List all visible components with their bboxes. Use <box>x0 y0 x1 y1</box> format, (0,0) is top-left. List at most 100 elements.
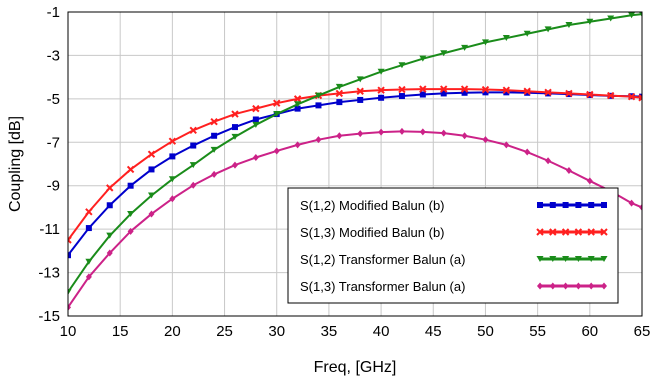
data-point <box>639 203 642 211</box>
data-point <box>106 202 113 209</box>
data-point <box>85 273 92 281</box>
data-point <box>252 121 260 128</box>
x-tick-label: 55 <box>529 323 546 340</box>
data-point <box>606 91 615 100</box>
data-point <box>231 133 239 140</box>
legend-marker <box>549 228 557 236</box>
data-point <box>85 208 93 216</box>
data-point <box>440 90 447 97</box>
legend-marker <box>537 202 543 208</box>
legend-label: S(1,2) Transformer Balun (a) <box>300 252 465 267</box>
data-point <box>524 148 531 156</box>
x-tick-label: 40 <box>373 323 390 340</box>
data-point <box>398 127 405 135</box>
series-layer <box>68 12 642 311</box>
data-point <box>398 62 406 69</box>
data-point <box>252 116 259 123</box>
legend-swatch <box>537 282 607 290</box>
legend-marker <box>587 228 595 236</box>
legend-marker <box>575 202 582 208</box>
data-point <box>210 146 218 153</box>
data-point <box>638 94 642 102</box>
legend-marker <box>587 256 595 262</box>
x-tick-label: 60 <box>581 323 598 340</box>
data-point <box>252 153 259 161</box>
data-point <box>503 141 510 149</box>
legend-marker <box>549 202 556 208</box>
legend-marker <box>562 282 569 290</box>
y-tick-label: -5 <box>47 91 60 108</box>
data-point <box>293 95 302 103</box>
data-point <box>586 90 594 99</box>
x-tick-label: 20 <box>164 323 181 340</box>
data-point <box>607 15 615 22</box>
legend-marker <box>601 202 607 208</box>
legend-marker <box>588 282 595 290</box>
data-point <box>189 162 197 169</box>
data-point <box>315 136 322 144</box>
data-point <box>314 92 322 99</box>
data-point <box>127 210 135 217</box>
data-point <box>357 96 364 103</box>
data-point <box>169 153 176 160</box>
data-point <box>586 18 594 25</box>
data-point <box>68 252 71 259</box>
legend-marker <box>601 282 607 290</box>
data-point <box>419 91 426 98</box>
legend-label: S(1,3) Transformer Balun (a) <box>300 279 465 294</box>
data-point <box>378 128 385 136</box>
data-point <box>377 86 385 94</box>
data-point <box>461 89 468 96</box>
data-point <box>190 142 197 149</box>
data-point <box>68 289 72 296</box>
data-point <box>628 12 636 19</box>
data-point <box>210 117 218 126</box>
x-tick-label: 45 <box>425 323 442 340</box>
legend-label: S(1,3) Modified Balun (b) <box>300 225 445 240</box>
legend-swatch <box>537 202 607 208</box>
data-point <box>398 85 406 94</box>
legend-marker <box>537 282 543 290</box>
data-point <box>565 22 573 29</box>
legend-marker <box>562 202 569 208</box>
y-axis-label: Coupling [dB] <box>7 116 24 212</box>
data-point <box>565 89 573 98</box>
data-point <box>315 102 322 109</box>
data-point <box>273 111 281 118</box>
data-point <box>147 192 155 199</box>
data-point <box>169 195 176 203</box>
data-point <box>544 88 552 97</box>
data-point <box>544 26 552 33</box>
data-point <box>440 85 448 93</box>
data-point <box>481 85 490 94</box>
data-point <box>85 258 93 265</box>
data-point <box>147 150 156 158</box>
data-point <box>377 68 385 75</box>
data-point <box>481 39 489 46</box>
data-point <box>189 126 197 135</box>
data-point <box>231 124 238 131</box>
data-point <box>148 166 155 173</box>
x-tick-label: 15 <box>112 323 129 340</box>
data-point <box>127 227 134 235</box>
data-point <box>335 89 344 98</box>
y-tick-label: -3 <box>47 47 60 64</box>
data-point <box>545 157 552 165</box>
plot-frame <box>67 11 643 317</box>
legend-swatch <box>536 256 608 262</box>
legend-marker <box>536 228 544 236</box>
x-tick-labels: 10 15 20 25 30 35 40 45 50 55 60 65 <box>60 323 651 340</box>
data-point <box>211 132 218 139</box>
data-point <box>336 99 343 106</box>
data-point <box>523 87 531 95</box>
data-point <box>460 85 469 93</box>
data-point <box>273 147 280 155</box>
legend-marker <box>562 256 570 262</box>
data-point <box>168 176 176 183</box>
data-point <box>627 92 636 101</box>
data-point <box>68 303 71 311</box>
y-tick-label: -1 <box>47 4 60 21</box>
data-point <box>168 137 177 145</box>
y-tick-labels: -15 -13 -11 -9 -7 -5 -3 -1 <box>38 4 60 325</box>
